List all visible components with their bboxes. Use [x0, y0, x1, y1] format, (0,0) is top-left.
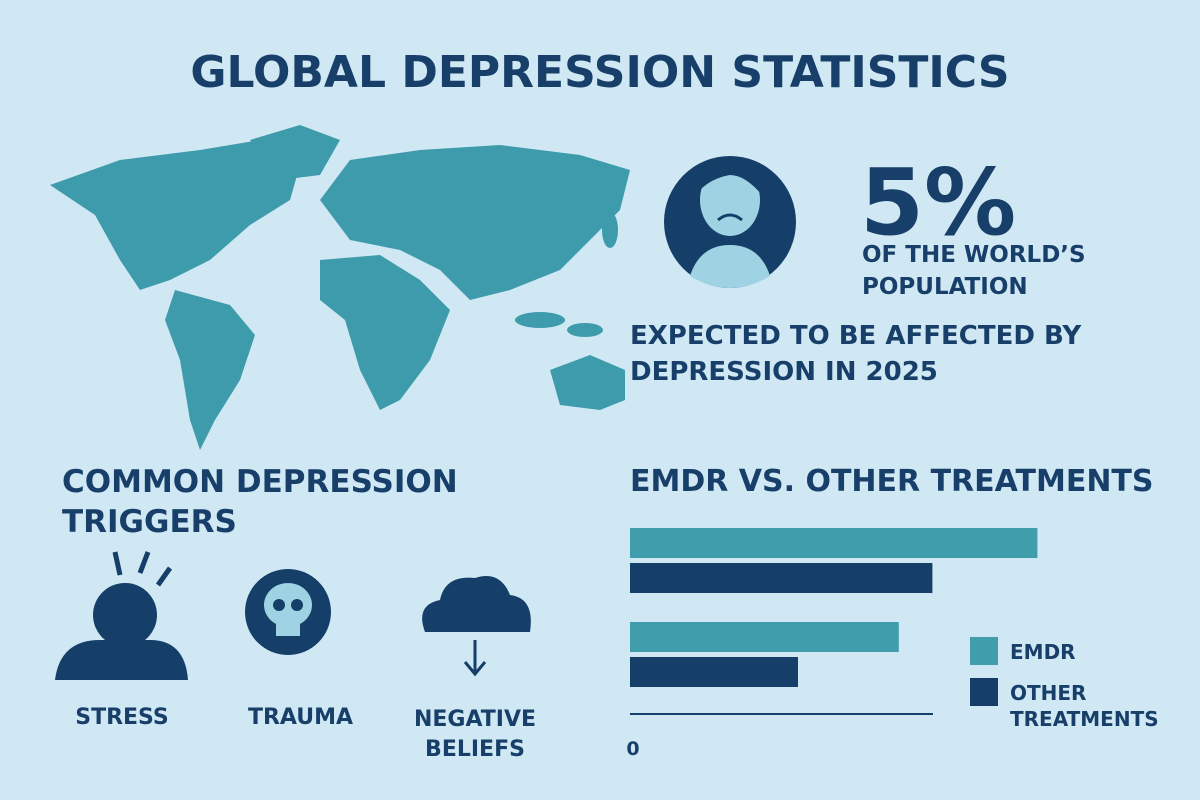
sad-face-icon [664, 156, 796, 288]
stat-value: 5% [860, 149, 1017, 256]
triggers-title: COMMON DEPRESSION TRIGGERS [62, 464, 458, 541]
trigger-label: TRAUMA [247, 705, 354, 730]
trigger-label: NEGATIVE BELIEFS [413, 707, 537, 762]
legend-label: OTHER TREATMENTS [1010, 681, 1159, 731]
stress-icon [55, 551, 188, 680]
stat-line: POPULATION [862, 274, 1028, 300]
legend-label: EMDR [1010, 640, 1076, 664]
stat-line: OF THE WORLD’S [862, 242, 1086, 268]
legend-swatch [970, 678, 998, 706]
world-map [50, 125, 630, 450]
trigger-label: STRESS [75, 705, 169, 730]
trauma-icon [245, 569, 331, 655]
title: GLOBAL DEPRESSION STATISTICS [190, 47, 1010, 98]
bar [630, 622, 899, 652]
chart-title: EMDR VS. OTHER TREATMENTS [630, 464, 1154, 499]
x-tick-label: 0 [626, 738, 639, 760]
stat-note: EXPECTED TO BE AFFECTED BY DEPRESSION IN… [630, 321, 1082, 388]
legend-swatch [970, 637, 998, 665]
bar [630, 528, 1038, 558]
bar [630, 563, 933, 593]
bar [630, 657, 798, 687]
cloud-icon [422, 576, 531, 677]
